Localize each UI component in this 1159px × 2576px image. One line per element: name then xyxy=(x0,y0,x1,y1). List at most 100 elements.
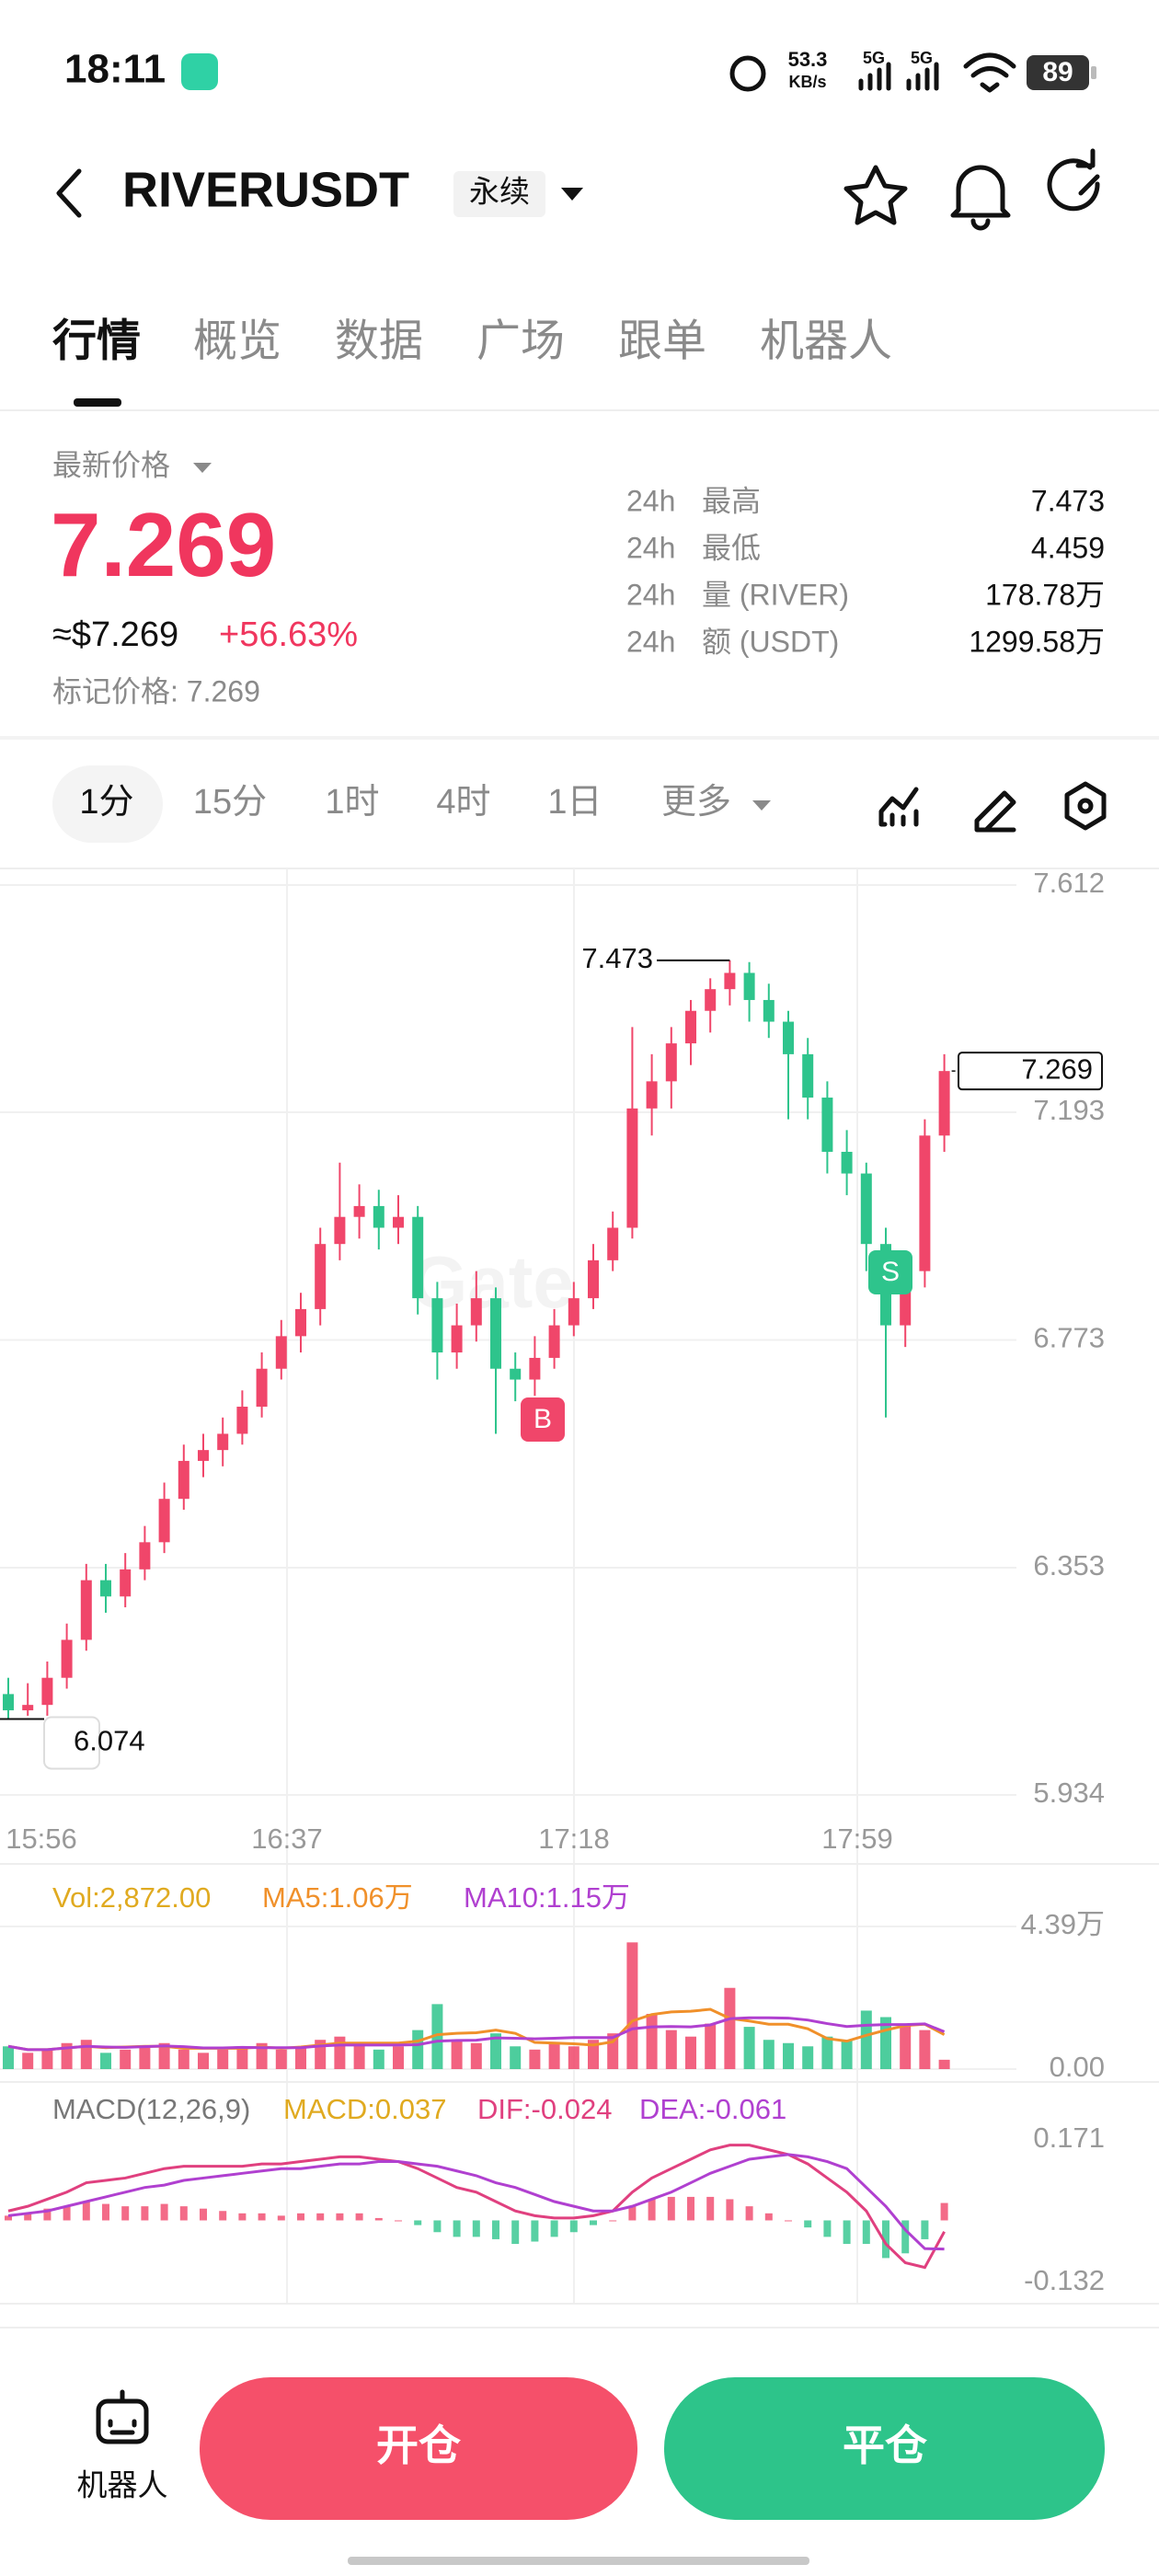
candle-body xyxy=(588,1259,599,1299)
volume-bar xyxy=(275,2049,287,2069)
macd-bar xyxy=(277,2215,285,2221)
macd-bar xyxy=(414,2220,422,2225)
favorite-button[interactable] xyxy=(843,165,908,225)
dropdown-caret[interactable] xyxy=(561,188,583,201)
expand-icon[interactable] xyxy=(43,1716,100,1770)
bot-label[interactable]: 机器人 xyxy=(77,2468,168,2502)
candle-body xyxy=(353,1205,365,1217)
draw-button[interactable] xyxy=(974,790,1016,833)
contract-type[interactable]: 永续 xyxy=(469,175,530,209)
macd-bar xyxy=(590,2220,597,2225)
y-tick-label: 5.934 xyxy=(1033,1777,1105,1809)
volume-bar xyxy=(529,2049,541,2069)
tab-indicator xyxy=(74,398,121,407)
price-caret[interactable] xyxy=(193,463,212,473)
candle-body xyxy=(431,1298,443,1353)
macd-bar xyxy=(179,2206,188,2221)
macd-bar xyxy=(219,2211,227,2221)
bot-icon[interactable] xyxy=(96,2398,149,2444)
tab[interactable]: 概览 xyxy=(193,317,281,366)
candle-body xyxy=(158,1499,170,1543)
tab[interactable]: 机器人 xyxy=(760,317,892,366)
candle-body xyxy=(548,1325,560,1358)
volume-legend: MA10:1.15万 xyxy=(464,1881,630,1914)
candle-body xyxy=(860,1173,872,1245)
indicator-button[interactable] xyxy=(878,787,919,827)
volume-tick-label: 4.39万 xyxy=(1021,1908,1105,1940)
signal-label: 5G xyxy=(911,49,933,67)
open-button[interactable] xyxy=(200,2377,637,2520)
interval[interactable]: 15分 xyxy=(193,783,267,822)
candle-body xyxy=(61,1639,73,1678)
wifi-icon xyxy=(963,52,1016,93)
macd-bar xyxy=(940,2202,948,2221)
macd-bar xyxy=(511,2220,520,2245)
candle-body xyxy=(510,1368,522,1380)
candle-body xyxy=(178,1460,189,1500)
volume-bar xyxy=(80,2040,92,2069)
y-tick-label: 6.773 xyxy=(1033,1322,1105,1354)
signal-bars xyxy=(858,62,891,91)
macd-bar xyxy=(160,2203,168,2221)
macd-bar xyxy=(5,2215,12,2221)
volume-bar xyxy=(938,2059,950,2069)
tab[interactable]: 行情 xyxy=(52,317,141,366)
candle-body xyxy=(763,999,775,1022)
volume-bar xyxy=(3,2046,14,2069)
stat-label: 最高 xyxy=(702,484,761,517)
volume-bar xyxy=(685,2036,696,2069)
macd-bar xyxy=(43,2208,52,2221)
candle-body xyxy=(139,1542,151,1570)
macd-bar xyxy=(804,2220,812,2228)
volume-bar xyxy=(295,2046,306,2069)
macd-bar xyxy=(316,2213,325,2221)
contract-badge[interactable] xyxy=(453,171,545,217)
macd-bar xyxy=(472,2220,480,2237)
interval[interactable]: 1时 xyxy=(325,783,379,822)
macd-bar xyxy=(258,2213,266,2221)
low-label: 6.074 xyxy=(74,1725,145,1757)
stat-label: 量 (RIVER) xyxy=(702,578,849,611)
trade-marker-label: S xyxy=(881,1257,900,1287)
volume-bar xyxy=(373,2049,384,2069)
volume-bar xyxy=(821,2036,833,2069)
interval[interactable]: 1分 xyxy=(79,783,133,822)
volume-bar xyxy=(236,2046,248,2069)
volume-bar xyxy=(665,2030,677,2069)
candle-body xyxy=(393,1216,404,1228)
tab[interactable]: 数据 xyxy=(335,317,423,366)
interval[interactable]: 4时 xyxy=(436,783,490,822)
volume-legend: Vol:2,872.00 xyxy=(52,1881,211,1914)
volume-bar xyxy=(919,2030,931,2069)
back-button[interactable] xyxy=(56,168,82,218)
interval[interactable]: 更多 xyxy=(661,783,731,822)
volume-bar xyxy=(510,2046,522,2069)
close-button[interactable] xyxy=(664,2377,1105,2520)
alert-button[interactable] xyxy=(950,165,1011,231)
candle-body xyxy=(451,1325,463,1353)
volume-bar xyxy=(548,2042,560,2069)
close-label[interactable]: 平仓 xyxy=(843,2421,928,2469)
settings-button[interactable] xyxy=(1064,781,1107,831)
candle-body xyxy=(646,1081,658,1109)
stat-period: 24h xyxy=(626,484,675,517)
interval[interactable]: 1日 xyxy=(547,783,602,822)
candle-body xyxy=(373,1205,384,1228)
macd-bar xyxy=(706,2196,715,2221)
volume-bar xyxy=(412,2030,424,2069)
volume-bar xyxy=(61,2042,73,2069)
more-caret[interactable] xyxy=(752,800,771,811)
candle-body xyxy=(626,1108,638,1228)
macd-bar xyxy=(336,2213,344,2221)
tab[interactable]: 广场 xyxy=(476,317,565,366)
candle-body xyxy=(100,1580,111,1597)
share-button[interactable] xyxy=(1047,148,1100,212)
macd-bar xyxy=(200,2208,207,2221)
signal-bars xyxy=(906,62,939,91)
candle-body xyxy=(236,1406,248,1434)
open-label[interactable]: 开仓 xyxy=(376,2421,462,2469)
macd-bar xyxy=(550,2220,558,2237)
tab[interactable]: 跟单 xyxy=(618,317,706,366)
